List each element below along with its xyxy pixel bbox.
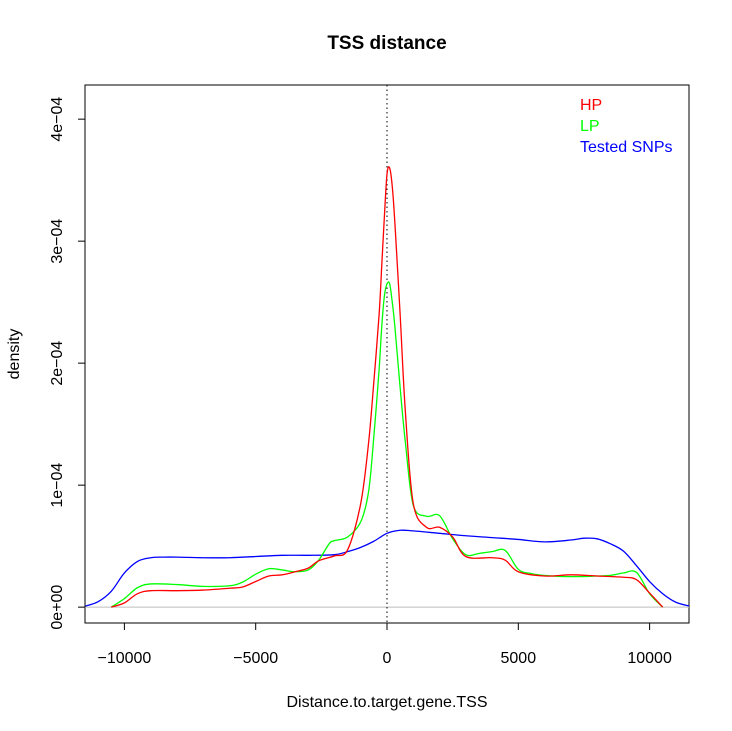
legend-entry-lp: LP (580, 118, 600, 135)
y-axis: 0e+00 1e−04 2e−04 3e−04 4e−04 (49, 97, 86, 630)
series-line-hp (111, 166, 664, 608)
legend: HP LP Tested SNPs (580, 97, 672, 156)
x-axis-label: Distance.to.target.gene.TSS (287, 694, 488, 711)
y-tick-label: 4e−04 (49, 97, 66, 142)
plot-frame (84, 84, 690, 624)
y-tick-label: 1e−04 (49, 463, 66, 508)
x-tick-label: −5000 (233, 650, 278, 667)
series-layer (84, 166, 690, 608)
series-line-lp (110, 281, 664, 608)
x-tick-label: 0 (383, 650, 392, 667)
y-tick-label: 3e−04 (49, 219, 66, 264)
x-axis: −10000 −5000 0 5000 10000 (97, 622, 672, 667)
legend-entry-tested-snps: Tested SNPs (580, 139, 672, 156)
y-axis-label: density (6, 329, 23, 380)
x-tick-label: 10000 (627, 650, 672, 667)
x-tick-label: 5000 (501, 650, 537, 667)
y-tick-label: 0e+00 (49, 585, 66, 630)
chart-title: TSS distance (327, 33, 446, 54)
plot-area (84, 84, 690, 624)
series-line-tested-snps (84, 529, 690, 607)
x-tick-label: −10000 (97, 650, 151, 667)
legend-entry-hp: HP (580, 97, 602, 114)
y-tick-label: 2e−04 (49, 341, 66, 386)
